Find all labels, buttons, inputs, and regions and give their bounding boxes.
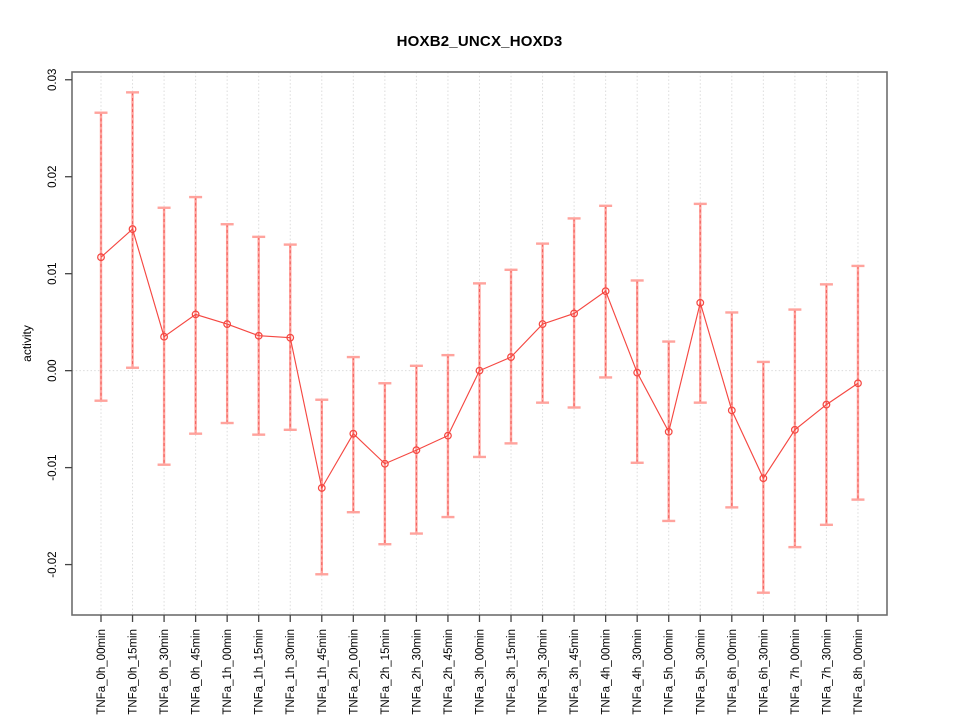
y-tick-label: 0.03 bbox=[47, 69, 59, 91]
x-tick-label: TNFa_7h_00min bbox=[790, 629, 802, 715]
x-tick-label: TNFa_8h_00min bbox=[853, 629, 865, 715]
data-point-marker bbox=[727, 406, 736, 415]
data-point-marker bbox=[538, 320, 547, 329]
data-point-marker bbox=[696, 298, 705, 307]
data-point-marker bbox=[822, 400, 831, 409]
x-tick-label: TNFa_7h_30min bbox=[821, 629, 833, 715]
chart-title: HOXB2_UNCX_HOXD3 bbox=[396, 33, 563, 50]
x-tick-label: TNFa_0h_30min bbox=[159, 629, 171, 715]
x-tick-label: TNFa_3h_30min bbox=[538, 629, 550, 715]
data-point-marker bbox=[286, 333, 295, 342]
x-tick-label: TNFa_0h_45min bbox=[191, 629, 203, 715]
data-point-marker bbox=[254, 331, 263, 340]
x-tick-label: TNFa_1h_00min bbox=[222, 629, 234, 715]
series-line bbox=[100, 228, 859, 490]
data-point-marker bbox=[601, 287, 610, 296]
x-tick-label: TNFa_3h_45min bbox=[569, 629, 581, 715]
data-point-marker bbox=[223, 320, 232, 329]
data-point-marker bbox=[97, 253, 105, 262]
data-point-marker bbox=[570, 309, 579, 318]
x-tick-label: TNFa_2h_00min bbox=[348, 629, 360, 715]
x-tick-label: TNFa_0h_00min bbox=[96, 629, 108, 715]
x-tick-label: TNFa_1h_15min bbox=[254, 629, 266, 715]
y-tick-label: 0.00 bbox=[47, 359, 59, 381]
y-tick-label: -0.01 bbox=[47, 455, 59, 481]
x-tick-label: TNFa_1h_45min bbox=[317, 629, 329, 715]
data-point-marker bbox=[444, 431, 452, 440]
x-tick-label: TNFa_4h_30min bbox=[632, 629, 644, 715]
y-tick-label: 0.02 bbox=[47, 166, 59, 188]
x-tick-label: TNFa_3h_00min bbox=[474, 629, 486, 715]
x-tick-label: TNFa_6h_30min bbox=[758, 629, 770, 715]
data-point-marker bbox=[664, 427, 673, 436]
x-tick-label: TNFa_5h_00min bbox=[664, 629, 676, 715]
data-point-marker bbox=[412, 446, 421, 455]
data-point-marker bbox=[475, 366, 484, 375]
data-point-marker bbox=[128, 225, 137, 234]
x-tick-label: TNFa_6h_00min bbox=[727, 629, 739, 715]
x-tick-label: TNFa_1h_30min bbox=[285, 629, 297, 715]
data-point-marker bbox=[380, 459, 389, 468]
data-point-marker bbox=[160, 332, 169, 341]
x-tick-label: TNFa_5h_30min bbox=[695, 629, 707, 715]
y-tick-label: -0.02 bbox=[47, 551, 59, 577]
data-point-marker bbox=[759, 474, 768, 483]
x-tick-label: TNFa_3h_15min bbox=[506, 629, 518, 715]
x-tick-label: TNFa_0h_15min bbox=[128, 629, 140, 715]
data-point-marker bbox=[191, 310, 200, 319]
data-point-marker bbox=[854, 379, 862, 388]
data-point-marker bbox=[349, 429, 358, 438]
y-axis-label: activity bbox=[20, 325, 34, 362]
data-point-marker bbox=[790, 425, 799, 434]
y-tick-label: 0.01 bbox=[47, 262, 59, 284]
x-tick-label: TNFa_2h_30min bbox=[411, 629, 423, 715]
x-tick-label: TNFa_2h_15min bbox=[380, 629, 392, 715]
data-point-marker bbox=[507, 353, 515, 362]
x-tick-label: TNFa_4h_00min bbox=[601, 629, 613, 715]
x-tick-label: TNFa_2h_45min bbox=[443, 629, 455, 715]
data-point-marker bbox=[317, 484, 326, 492]
data-point-marker bbox=[633, 368, 642, 377]
